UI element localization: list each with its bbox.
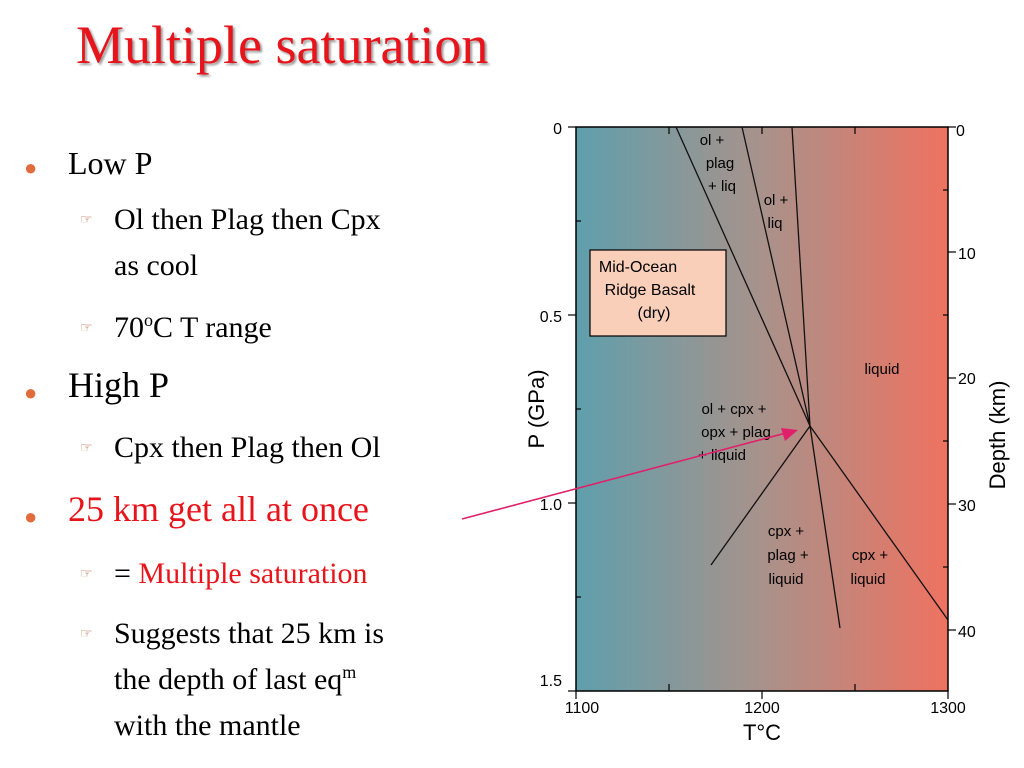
right-axis-ticks <box>943 126 956 631</box>
field-label-ol-liq: liq <box>767 215 782 232</box>
sub-bullet-text: with the mantle <box>114 709 301 742</box>
bottom-tick-label: 1300 <box>930 700 966 717</box>
right-tick-label: 20 <box>958 371 976 388</box>
left-axis-ticks <box>568 126 581 692</box>
field-label-ol-plag-liq: plag <box>706 155 734 172</box>
left-tick-label: 0 <box>553 121 562 138</box>
sub-bullet-text: as cool <box>114 249 199 282</box>
field-label-ol-cpx-opx: + liquid <box>698 447 746 464</box>
boundary-ol-plag-liq <box>675 126 811 427</box>
pointer-arrow-line <box>461 432 787 520</box>
bullet-dot-icon: ● <box>24 504 38 529</box>
right-axis-title: Depth (km) <box>985 381 1010 490</box>
bottom-tick-label: 1200 <box>744 700 780 717</box>
slide-title: Multiple saturation <box>76 15 489 75</box>
right-tick-label: 0 <box>956 123 965 140</box>
bottom-axis-title: T°C <box>743 720 781 745</box>
sub-bullet-text: Suggests that 25 km is <box>114 617 385 650</box>
left-axis-title: P (GPa) <box>524 369 549 448</box>
boundary-cpx-plag-low <box>710 425 811 566</box>
pointing-hand-icon: ☞ <box>80 213 93 228</box>
bullet-dot-icon: ● <box>24 155 38 180</box>
pointing-hand-icon: ☞ <box>80 321 93 336</box>
field-label-ol-cpx-opx: opx + plag <box>701 424 771 441</box>
field-label-ol-plag-liq: ol + <box>700 132 725 149</box>
morb-label-line: (dry) <box>638 305 671 322</box>
sub-bullet-text: Cpx then Plag then Ol <box>114 431 381 464</box>
bullet-list: ● Low P ☞ Ol then Plag then Cpx as cool … <box>24 0 494 768</box>
bullet-text: 25 km get all at once <box>68 489 369 529</box>
sub-bullet-text: the depth of last eqm <box>114 662 357 696</box>
right-tick-label: 40 <box>958 624 976 641</box>
field-label-cpx-liq: cpx + <box>852 547 889 564</box>
boundary-ol-liq <box>741 126 811 427</box>
morb-label-line: Mid-Ocean <box>599 259 677 276</box>
pointing-hand-icon: ☞ <box>80 441 93 456</box>
bottom-tick-label: 1100 <box>565 700 600 717</box>
pointing-hand-icon: ☞ <box>80 567 93 582</box>
field-label-ol-plag-liq: + liq <box>708 178 736 195</box>
bullet-text: High P <box>68 365 170 405</box>
field-label-cpx-plag-liq: cpx + <box>768 523 805 540</box>
boundary-cpx-plag-liq <box>809 425 841 629</box>
left-tick-label: 1.0 <box>540 497 562 514</box>
left-tick-label: 1.5 <box>540 673 562 690</box>
morb-label-line: Ridge Basalt <box>605 282 696 299</box>
morb-label-box <box>589 249 727 337</box>
pointing-hand-icon: ☞ <box>80 627 93 642</box>
phase-boundaries <box>675 126 949 629</box>
field-label-cpx-plag-liq: plag + <box>767 547 809 564</box>
boundary-cpx-liq <box>809 425 949 621</box>
field-label-ol-cpx-opx: ol + cpx + <box>701 401 766 418</box>
field-label-cpx-plag-liq: liquid <box>768 571 803 588</box>
bullet-dot-icon: ● <box>24 380 38 405</box>
field-label-ol-liq: ol + <box>764 192 789 209</box>
bottom-axis-ticks <box>575 127 949 699</box>
sub-bullet-text: Ol then Plag then Cpx <box>114 203 381 236</box>
boundary-liquidus <box>791 126 811 427</box>
right-tick-label: 30 <box>958 498 976 515</box>
bullet-text: Low P <box>68 145 153 181</box>
field-label-liquid: liquid <box>864 361 899 378</box>
left-tick-label: 0.5 <box>540 309 562 326</box>
sub-bullet-text: = Multiple saturation <box>114 557 368 590</box>
right-tick-label: 10 <box>958 246 976 263</box>
pointer-arrow-head-icon <box>781 428 798 441</box>
field-label-cpx-liq: liquid <box>850 571 885 588</box>
sub-bullet-text: 70oC T range <box>114 310 272 344</box>
